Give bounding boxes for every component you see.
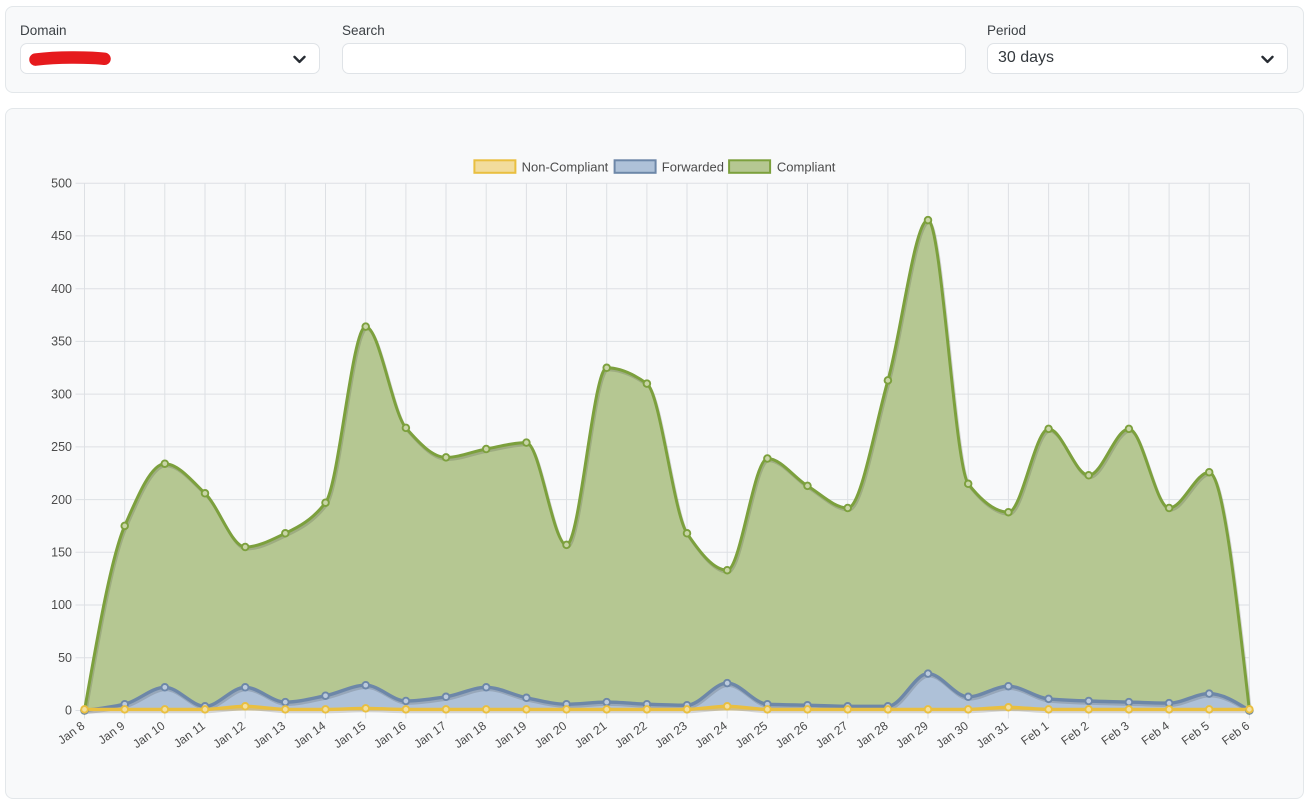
svg-text:150: 150 <box>51 546 72 560</box>
svg-text:Feb 1: Feb 1 <box>1018 718 1051 748</box>
svg-text:Feb 3: Feb 3 <box>1099 718 1132 748</box>
svg-text:Jan 31: Jan 31 <box>974 718 1012 751</box>
svg-text:Jan 20: Jan 20 <box>532 718 570 751</box>
svg-text:Jan 21: Jan 21 <box>572 718 610 751</box>
svg-text:Feb 5: Feb 5 <box>1179 718 1212 748</box>
svg-text:Jan 27: Jan 27 <box>813 718 851 751</box>
svg-text:Jan 11: Jan 11 <box>171 718 208 750</box>
svg-text:250: 250 <box>51 440 72 454</box>
svg-text:Jan 28: Jan 28 <box>853 718 891 751</box>
svg-text:Jan 14: Jan 14 <box>291 718 329 751</box>
svg-text:Jan 16: Jan 16 <box>371 718 409 751</box>
svg-text:Jan 25: Jan 25 <box>733 718 771 751</box>
svg-text:Jan 26: Jan 26 <box>773 718 811 751</box>
svg-text:Compliant: Compliant <box>777 159 836 174</box>
svg-text:Feb 2: Feb 2 <box>1058 718 1091 748</box>
svg-text:Jan 24: Jan 24 <box>693 718 731 751</box>
svg-text:100: 100 <box>51 598 72 612</box>
svg-text:Jan 30: Jan 30 <box>934 718 972 751</box>
svg-text:500: 500 <box>51 176 72 190</box>
svg-text:Jan 13: Jan 13 <box>251 718 289 751</box>
svg-text:50: 50 <box>58 651 72 665</box>
svg-text:Non-Compliant: Non-Compliant <box>522 159 609 174</box>
svg-text:Jan 15: Jan 15 <box>331 718 369 751</box>
svg-text:400: 400 <box>51 282 72 296</box>
svg-text:300: 300 <box>51 387 72 401</box>
svg-text:Jan 22: Jan 22 <box>612 718 650 751</box>
svg-text:Jan 23: Jan 23 <box>652 718 690 751</box>
svg-text:Jan 9: Jan 9 <box>95 718 127 747</box>
svg-text:Jan 19: Jan 19 <box>492 718 530 751</box>
svg-text:0: 0 <box>65 704 72 718</box>
svg-text:Feb 6: Feb 6 <box>1219 718 1252 748</box>
svg-text:450: 450 <box>51 229 72 243</box>
svg-text:Jan 10: Jan 10 <box>130 718 168 751</box>
svg-text:350: 350 <box>51 335 72 349</box>
svg-text:Feb 4: Feb 4 <box>1139 718 1172 748</box>
svg-text:Forwarded: Forwarded <box>662 159 724 174</box>
svg-text:Jan 12: Jan 12 <box>211 718 249 751</box>
svg-text:Jan 18: Jan 18 <box>452 718 490 751</box>
svg-text:Jan 17: Jan 17 <box>411 718 449 751</box>
svg-text:Jan 29: Jan 29 <box>893 718 931 751</box>
svg-text:Jan 8: Jan 8 <box>55 718 87 747</box>
svg-text:200: 200 <box>51 493 72 507</box>
